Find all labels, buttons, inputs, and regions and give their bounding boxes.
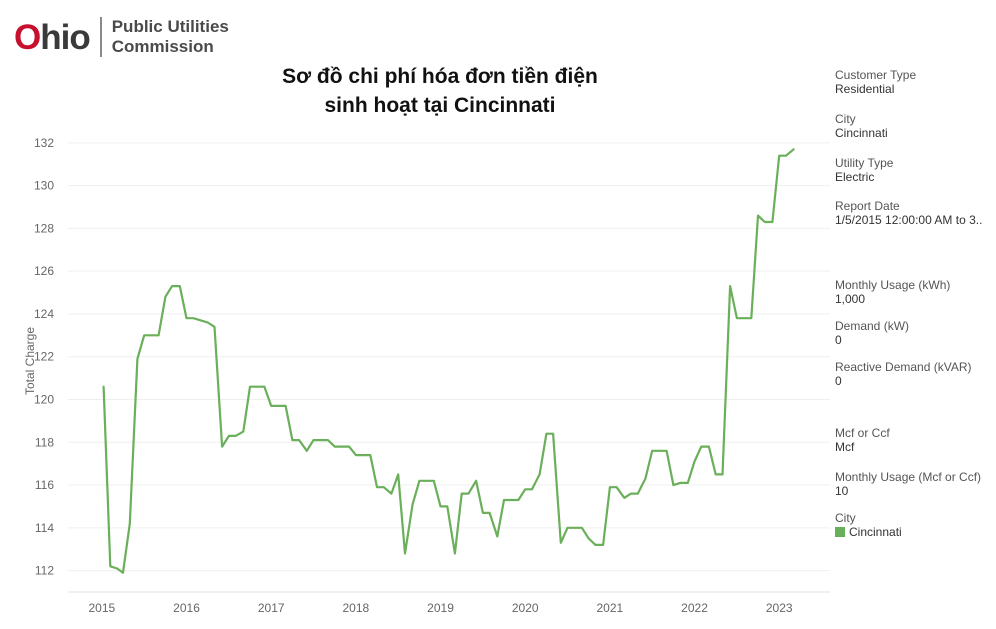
filter-city[interactable]: City Cincinnati [835, 112, 888, 140]
y-tick-label: 116 [35, 478, 54, 492]
chart-title-line-1: Sơ đồ chi phí hóa đơn tiền điện [282, 65, 598, 88]
series-layer [102, 148, 795, 574]
chart-title: Sơ đồ chi phí hóa đơn tiền điện sinh hoạ… [230, 62, 650, 120]
y-tick-label: 120 [34, 393, 54, 407]
filter-report-date[interactable]: Report Date 1/5/2015 12:00:00 AM to 3.. [835, 199, 983, 227]
x-tick-label: 2016 [173, 601, 200, 615]
x-tick-label: 2017 [258, 601, 285, 615]
x-tick-label: 2018 [343, 601, 370, 615]
logo-wordmark: Ohio [14, 17, 91, 57]
y-tick-label: 128 [34, 221, 54, 235]
y-axis-label: Total Charge [23, 327, 37, 395]
filter-monthly-usage-mcf[interactable]: Monthly Usage (Mcf or Ccf) 10 [835, 470, 982, 498]
filter-utility-type[interactable]: Utility Type Electric [835, 156, 894, 184]
x-tick-label: 2023 [766, 601, 793, 615]
filter-mcf-or-ccf[interactable]: Mcf or Ccf Mcf [835, 426, 890, 454]
legend-title: City [835, 511, 856, 525]
y-tick-label: 112 [35, 564, 54, 578]
legend: City Cincinnati [835, 511, 902, 539]
y-tick-label: 118 [35, 435, 54, 449]
filter-customer-type[interactable]: Customer Type Residential [835, 68, 917, 96]
y-tick-label: 132 [34, 136, 54, 150]
legend-label: Cincinnati [849, 525, 902, 539]
x-tick-label: 2019 [427, 601, 454, 615]
filter-reactive-demand[interactable]: Reactive Demand (kVAR) 0 [835, 360, 972, 388]
y-tick-label: 124 [34, 307, 54, 321]
legend-swatch [835, 527, 845, 537]
y-tick-label: 122 [34, 350, 54, 364]
series-line-cincinnati [102, 148, 795, 574]
grid-lines [68, 142, 830, 572]
axes: 112 114 116 118 120 122 124 126 128 130 132 2015 201… [23, 136, 830, 615]
filter-monthly-usage-kwh[interactable]: Monthly Usage (kWh) 1,000 [835, 278, 951, 306]
logo-divider [99, 17, 102, 57]
filter-demand-kw[interactable]: Demand (kW) 0 [835, 319, 910, 347]
x-tick-label: 2021 [597, 601, 624, 615]
x-tick-label: 2022 [681, 601, 708, 615]
x-tick-label: 2015 [89, 601, 116, 615]
y-tick-label: 114 [35, 521, 54, 535]
y-tick-label: 126 [34, 264, 54, 278]
puco-logo: Ohio Public Utilities Commission [14, 14, 229, 60]
chart-title-line-2: sinh hoạt tại Cincinnati [324, 94, 556, 117]
legend-item-cincinnati[interactable]: Cincinnati [835, 525, 902, 539]
y-tick-label: 130 [34, 179, 54, 193]
logo-text: Public Utilities Commission [111, 17, 229, 56]
x-tick-label: 2020 [512, 601, 539, 615]
